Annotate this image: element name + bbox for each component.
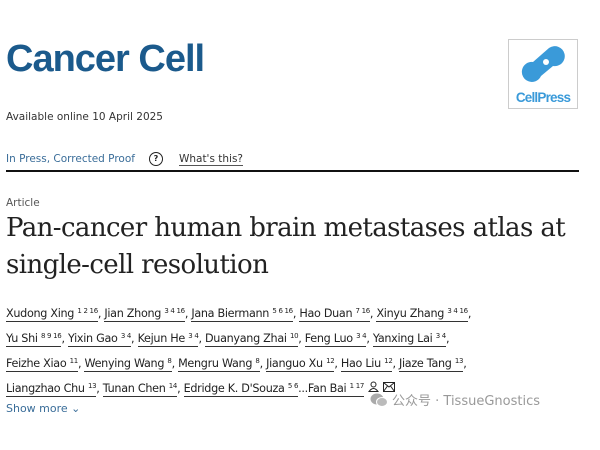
author-link[interactable]: Jana Biermann 5 6 16	[191, 307, 293, 322]
ellipsis: ...	[298, 382, 308, 395]
author-affiliations: 10	[289, 332, 299, 340]
author-link[interactable]: Xinyu Zhang 3 4 16	[376, 307, 468, 322]
author-link[interactable]: Yanxing Lai 3 4	[372, 332, 447, 347]
author-link[interactable]: Wenying Wang 8	[84, 357, 172, 372]
author-affiliations: 14	[168, 382, 178, 390]
author-affiliations: 3 4	[356, 332, 367, 340]
author-name: Jian Zhong	[104, 307, 162, 320]
author-affiliations: 5 6 16	[272, 307, 293, 315]
article-title: Pan-cancer human brain metastases atlas …	[6, 213, 566, 280]
author-name: Tunan Chen	[102, 382, 166, 395]
author-name: Xudong Xing	[6, 307, 75, 320]
author-affiliations: 3 4	[435, 332, 447, 340]
author-link[interactable]: Kejun He 3 4	[137, 332, 199, 347]
cellpress-mark-icon	[521, 46, 565, 82]
whats-this-link[interactable]: What's this?	[178, 152, 243, 166]
author-name: Kejun He	[137, 332, 186, 345]
author-name: Jana Biermann	[191, 307, 270, 320]
author-affiliations: 11	[69, 357, 79, 365]
availability-date: Available online 10 April 2025	[6, 111, 163, 123]
author-link[interactable]: Hao Liu 12	[340, 357, 393, 372]
author-link[interactable]: Tunan Chen 14	[102, 382, 178, 397]
author-name: Liangzhao Chu	[6, 382, 85, 395]
author-name: Jianguo Xu	[266, 357, 323, 370]
author-affiliations: 3 4	[120, 332, 132, 340]
author-link[interactable]: Hao Duan 7 16	[299, 307, 370, 322]
status-row: In Press, Corrected Proof ? What's this?	[6, 152, 243, 166]
author-name: Jiaze Tang	[399, 357, 452, 370]
author-name: Hao Duan	[299, 307, 353, 320]
author-affiliations: 3 4 16	[447, 307, 468, 315]
author-link[interactable]: Jiaze Tang 13	[399, 357, 463, 372]
show-more-button[interactable]: Show more ⌄	[6, 402, 80, 415]
wechat-icon	[370, 393, 388, 407]
author-affiliations: 8	[167, 357, 172, 365]
author-affiliations: 3 4	[188, 332, 199, 340]
author-affiliations: 12	[326, 357, 335, 365]
author-name: Mengru Wang	[178, 357, 253, 370]
author-link[interactable]: Jian Zhong 3 4 16	[104, 307, 185, 322]
question-circle-icon[interactable]: ?	[148, 152, 163, 166]
chevron-down-icon: ⌄	[71, 402, 81, 415]
author-name: Yu Shi	[6, 332, 38, 345]
author-name: Xinyu Zhang	[376, 307, 445, 320]
author-affiliations: 3 4 16	[164, 307, 185, 315]
divider	[6, 170, 579, 172]
author-name: Edridge K. D'Souza	[183, 382, 285, 395]
author-list: Xudong Xing 1 2 16, Jian Zhong 3 4 16, J…	[6, 300, 596, 400]
author-link[interactable]: Xudong Xing 1 2 16	[6, 307, 98, 322]
author-name: Feizhe Xiao	[6, 357, 67, 370]
author-name: Hao Liu	[340, 357, 381, 370]
author-link[interactable]: Feng Luo 3 4	[304, 332, 367, 347]
author-link[interactable]: Yixin Gao 3 4	[67, 332, 132, 347]
author-link[interactable]: Feizhe Xiao 11	[6, 357, 78, 372]
watermark: 公众号 · TissueGnostics	[370, 390, 540, 409]
article-type: Article	[6, 197, 40, 209]
logo-text: CellPress	[515, 90, 571, 105]
author-affiliations: 1 17	[349, 382, 365, 390]
author-affiliations: 8 9 16	[40, 332, 62, 340]
author-name: Feng Luo	[304, 332, 353, 345]
author-name: Yixin Gao	[67, 332, 118, 345]
author-affiliations: 12	[384, 357, 393, 365]
author-link[interactable]: Jianguo Xu 12	[266, 357, 335, 372]
watermark-text: 公众号 · TissueGnostics	[392, 394, 541, 409]
author-link[interactable]: Edridge K. D'Souza 5 6	[183, 382, 299, 397]
author-link[interactable]: Mengru Wang 8	[178, 357, 260, 372]
author-link[interactable]: Fan Bai 1 17	[307, 382, 365, 397]
author-affiliations: 5 6	[287, 382, 299, 390]
author-link[interactable]: Duanyang Zhai 10	[204, 332, 299, 347]
author-affiliations: 13	[87, 382, 97, 390]
envelope-icon[interactable]	[383, 378, 396, 400]
show-more-label: Show more	[6, 402, 68, 415]
author-name: Yanxing Lai	[372, 332, 433, 345]
author-link[interactable]: Liangzhao Chu 13	[6, 382, 97, 397]
author-affiliations: 7 16	[355, 307, 371, 315]
author-name: Wenying Wang	[84, 357, 165, 370]
author-name: Duanyang Zhai	[204, 332, 287, 345]
in-press-link[interactable]: In Press, Corrected Proof	[6, 153, 135, 165]
journal-title[interactable]: Cancer Cell	[6, 38, 205, 80]
cellpress-logo[interactable]: CellPress	[508, 39, 578, 109]
author-name: Fan Bai	[307, 382, 347, 395]
author-link[interactable]: Yu Shi 8 9 16	[6, 332, 62, 347]
author-affiliations: 1 2 16	[77, 307, 98, 315]
author-affiliations: 13	[454, 357, 464, 365]
author-affiliations: 8	[255, 357, 260, 365]
person-icon[interactable]	[368, 378, 380, 400]
